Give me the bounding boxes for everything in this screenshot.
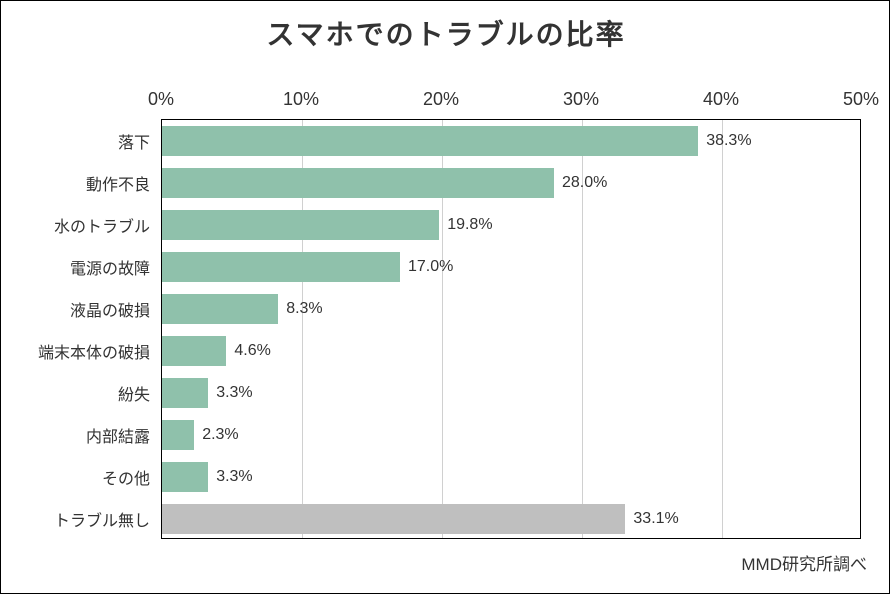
x-tick-label: 10%: [283, 89, 319, 110]
plot-area: 落下38.3% 動作不良28.0% 水のトラブル19.8% 電源の故障17.0% 液晶の…: [161, 119, 861, 539]
x-tick-label: 30%: [563, 89, 599, 110]
source-label: MMD研究所調べ: [741, 550, 867, 575]
category-label: トラブル無し: [54, 507, 150, 531]
x-tick-label: 40%: [703, 89, 739, 110]
bar-row: 落下38.3%: [162, 126, 860, 156]
bar: 17.0%: [162, 252, 400, 282]
bar: 3.3%: [162, 378, 208, 408]
chart-frame: スマホでのトラブルの比率 落下38.3%動作不良28.0%水のトラブル19.8%…: [0, 0, 890, 594]
category-label: 落下: [118, 129, 150, 153]
bar-row: 水のトラブル19.8%: [162, 210, 860, 240]
bar-row: 動作不良28.0%: [162, 168, 860, 198]
bar-row: 端末本体の破損4.6%: [162, 336, 860, 366]
bar-row: 電源の故障17.0%: [162, 252, 860, 282]
bar: 8.3%: [162, 294, 278, 324]
category-label: 液晶の破損: [70, 297, 150, 321]
value-label: 38.3%: [706, 132, 751, 150]
category-label: 電源の故障: [70, 255, 150, 279]
bar: 2.3%: [162, 420, 194, 450]
bar: 4.6%: [162, 336, 226, 366]
bar-row: 紛失3.3%: [162, 378, 860, 408]
value-label: 17.0%: [408, 258, 453, 276]
chart-title: スマホでのトラブルの比率: [1, 13, 890, 53]
bar: 3.3%: [162, 462, 208, 492]
category-label: 動作不良: [86, 171, 150, 195]
value-label: 4.6%: [234, 342, 270, 360]
value-label: 33.1%: [633, 510, 678, 528]
value-label: 28.0%: [562, 174, 607, 192]
value-label: 8.3%: [286, 300, 322, 318]
value-label: 3.3%: [216, 384, 252, 402]
value-label: 19.8%: [447, 216, 492, 234]
category-label: 内部結露: [86, 423, 150, 447]
category-label: 端末本体の破損: [38, 339, 150, 363]
category-label: その他: [102, 465, 150, 489]
bar: 28.0%: [162, 168, 554, 198]
category-label: 紛失: [118, 381, 150, 405]
bar: 19.8%: [162, 210, 439, 240]
x-tick-label: 50%: [843, 89, 879, 110]
bar: 33.1%: [162, 504, 625, 534]
bar: 38.3%: [162, 126, 698, 156]
x-tick-label: 20%: [423, 89, 459, 110]
bar-row: その他3.3%: [162, 462, 860, 492]
bar-row: 内部結露2.3%: [162, 420, 860, 450]
x-tick-label: 0%: [148, 89, 174, 110]
value-label: 3.3%: [216, 468, 252, 486]
value-label: 2.3%: [202, 426, 238, 444]
bar-row: トラブル無し33.1%: [162, 504, 860, 534]
bar-row: 液晶の破損8.3%: [162, 294, 860, 324]
category-label: 水のトラブル: [54, 213, 150, 237]
